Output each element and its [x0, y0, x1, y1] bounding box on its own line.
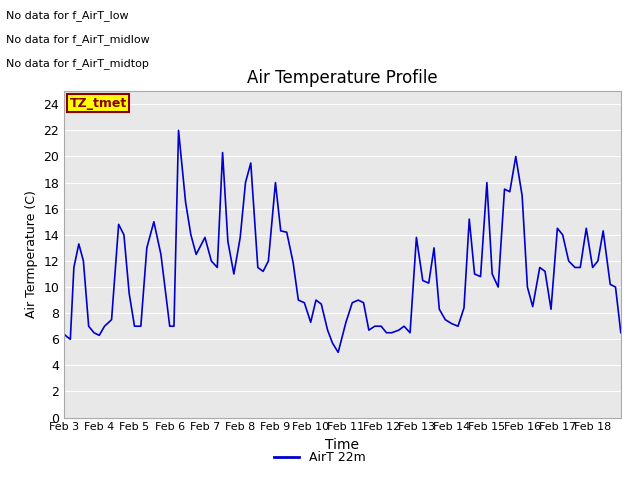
AirT 22m: [70, 264, 77, 270]
Text: No data for f_AirT_midlow: No data for f_AirT_midlow: [6, 34, 150, 45]
Title: Air Temperature Profile: Air Temperature Profile: [247, 69, 438, 87]
Text: No data for f_AirT_midtop: No data for f_AirT_midtop: [6, 58, 149, 69]
AirT 22m: [617, 330, 625, 336]
Y-axis label: Air Termperature (C): Air Termperature (C): [25, 191, 38, 318]
AirT 22m: [60, 331, 68, 337]
AirT 22m: [388, 330, 396, 336]
X-axis label: Time: Time: [325, 438, 360, 452]
AirT 22m: [500, 186, 508, 192]
AirT 22m: [348, 300, 356, 306]
AirT 22m: [175, 128, 182, 133]
Text: TZ_tmet: TZ_tmet: [70, 97, 127, 110]
Legend: AirT 22m: AirT 22m: [269, 446, 371, 469]
AirT 22m: [90, 330, 98, 336]
Text: No data for f_AirT_low: No data for f_AirT_low: [6, 10, 129, 21]
AirT 22m: [207, 258, 215, 264]
AirT 22m: [334, 349, 342, 355]
Line: AirT 22m: AirT 22m: [64, 131, 621, 352]
